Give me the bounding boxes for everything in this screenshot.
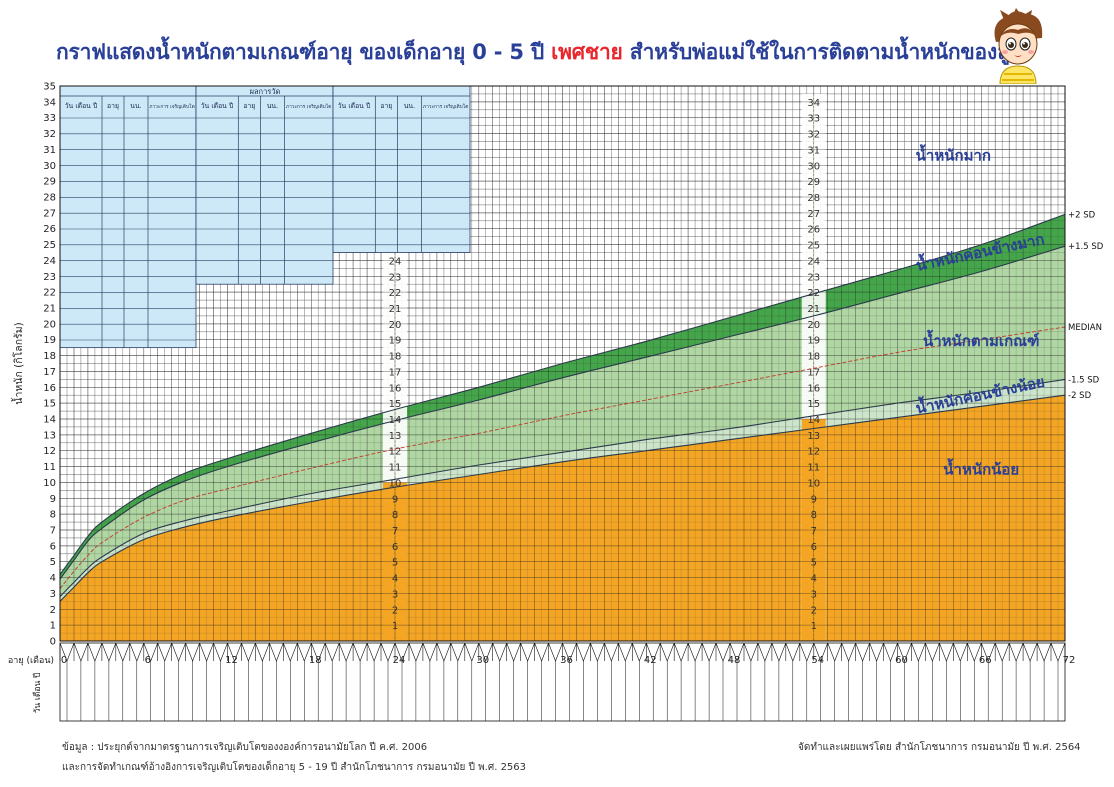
series-label-3: +1.5 SD — [1068, 242, 1104, 252]
y-tick-13: 13 — [43, 430, 56, 441]
y-tick-15: 15 — [43, 399, 56, 410]
record-table-header-1: อายุ — [380, 102, 392, 110]
record-table-header-2: นน. — [267, 102, 278, 110]
y-tick-6: 6 — [50, 541, 56, 552]
y-tick-8: 8 — [50, 510, 56, 521]
x-tick-72: 72 — [1063, 655, 1076, 666]
record-table-header-2: นน. — [130, 102, 141, 110]
record-table-header-0: วัน เดือน ปี — [338, 102, 371, 110]
series-line--2-sd — [59, 394, 1066, 602]
y-tick-29: 29 — [43, 177, 56, 188]
bottom-row-label: วัน เดือน ปี — [32, 673, 43, 714]
series-label-2: MEDIAN — [1068, 323, 1102, 333]
x-tick-66: 66 — [979, 655, 992, 666]
series-label-0: -2 SD — [1068, 391, 1092, 401]
y-tick-19: 19 — [43, 335, 56, 346]
series-label-1: -1.5 SD — [1068, 375, 1100, 385]
y-tick-28: 28 — [43, 193, 56, 204]
y-tick-12: 12 — [43, 446, 56, 457]
zone-label-0: น้ำหนักมาก — [916, 144, 991, 165]
x-tick-48: 48 — [728, 655, 741, 666]
plot-frame — [59, 85, 1066, 642]
series-line--1-5-sd — [59, 378, 1066, 597]
y-tick-7: 7 — [50, 526, 56, 537]
y-axis-label: น้ำหนัก (กิโลกรัม) — [11, 322, 25, 404]
y-tick-18: 18 — [43, 351, 56, 362]
x-tick-18: 18 — [309, 655, 322, 666]
y-tick-34: 34 — [43, 97, 56, 108]
source-note-line1: ข้อมูล : ประยุกต์จากมาตรฐานการเจริญเติบโ… — [62, 742, 428, 753]
y-tick-35: 35 — [43, 82, 56, 93]
y-tick-32: 32 — [43, 129, 56, 140]
y-tick-11: 11 — [43, 462, 56, 473]
boy-mascot-icon — [994, 8, 1043, 84]
y-tick-33: 33 — [43, 113, 56, 124]
record-table-header-0: วัน เดือน ปี — [65, 102, 98, 110]
x-tick-60: 60 — [895, 655, 908, 666]
y-tick-31: 31 — [43, 145, 56, 156]
series-label-4: +2 SD — [1068, 210, 1096, 220]
y-tick-9: 9 — [50, 494, 56, 505]
x-tick-30: 30 — [476, 655, 489, 666]
title-part1: กราฟแสดงน้ำหนักตามเกณฑ์อายุ ของเด็กอายุ … — [56, 40, 552, 64]
y-tick-4: 4 — [50, 573, 56, 584]
title-gender: เพศชาย — [551, 40, 623, 64]
y-tick-20: 20 — [43, 319, 56, 330]
y-tick-24: 24 — [43, 256, 56, 267]
x-tick-36: 36 — [560, 655, 573, 666]
record-table-block-0 — [59, 85, 197, 349]
y-tick-22: 22 — [43, 288, 56, 299]
x-tick-24: 24 — [393, 655, 406, 666]
record-strip-columns — [66, 661, 1059, 721]
zone-label-4: น้ำหนักน้อย — [943, 458, 1019, 479]
record-table-header-3: ภาวะการ เจริญเติบโต — [149, 103, 194, 110]
y-tick-2: 2 — [50, 605, 56, 616]
record-table-block-1 — [195, 85, 334, 285]
record-table-header-1: อายุ — [243, 102, 255, 110]
publisher-note: จัดทำและเผยแพร่โดย สำนักโภชนาการ กรมอนาม… — [798, 742, 1081, 753]
y-tick-5: 5 — [50, 557, 56, 568]
record-table-header-1: อายุ — [107, 102, 119, 110]
record-table-header-3: ภาวะการ เจริญเติบโต — [286, 103, 331, 110]
x-tick-0: 0 — [61, 655, 67, 666]
y-tick-17: 17 — [43, 367, 56, 378]
record-table-header-2: นน. — [404, 102, 415, 110]
y-tick-25: 25 — [43, 240, 56, 251]
x-axis-label: อายุ (เดือน) — [8, 655, 54, 666]
y-tick-10: 10 — [43, 478, 56, 489]
title-part2: สำหรับพ่อแม่ใช้ในการติดตามน้ำหนักของลูก — [622, 40, 1023, 64]
y-tick-3: 3 — [50, 589, 56, 600]
y-tick-26: 26 — [43, 224, 56, 235]
zone-label-2: น้ำหนักตามเกณฑ์ — [923, 329, 1040, 350]
y-tick-27: 27 — [43, 208, 56, 219]
x-tick-54: 54 — [811, 655, 824, 666]
record-table: วัน เดือน ปี อายุ นน. ภาวะการ เจริญเติบโต วั… — [59, 85, 471, 349]
series-line--2-sd — [59, 213, 1066, 575]
record-table-header-3: ภาวะการ เจริญเติบโต — [423, 103, 468, 110]
record-table-title: ผลการวัด — [250, 87, 281, 96]
y-tick-16: 16 — [43, 383, 56, 394]
page-title: กราฟแสดงน้ำหนักตามเกณฑ์อายุ ของเด็กอายุ … — [56, 36, 1022, 69]
record-table-block-2 — [332, 85, 471, 253]
series-line-median — [59, 326, 1066, 589]
zone-slightly-underweight — [60, 379, 1065, 602]
y-tick-30: 30 — [43, 161, 56, 172]
record-table-header-0: วัน เดือน ปี — [201, 102, 234, 110]
y-tick-0: 0 — [50, 637, 56, 648]
x-tick-12: 12 — [225, 655, 238, 666]
series-line--1-5-sd — [59, 245, 1066, 580]
x-tick-6: 6 — [145, 655, 151, 666]
y-tick-1: 1 — [50, 621, 56, 632]
source-note-line2: และการจัดทำเกณฑ์อ้างอิงการเจริญเติบโตของ… — [62, 762, 527, 773]
y-tick-14: 14 — [43, 415, 56, 426]
y-tick-23: 23 — [43, 272, 56, 283]
x-tick-42: 42 — [644, 655, 657, 666]
age-arrow-ticks — [59, 642, 1066, 662]
y-tick-21: 21 — [43, 304, 56, 315]
